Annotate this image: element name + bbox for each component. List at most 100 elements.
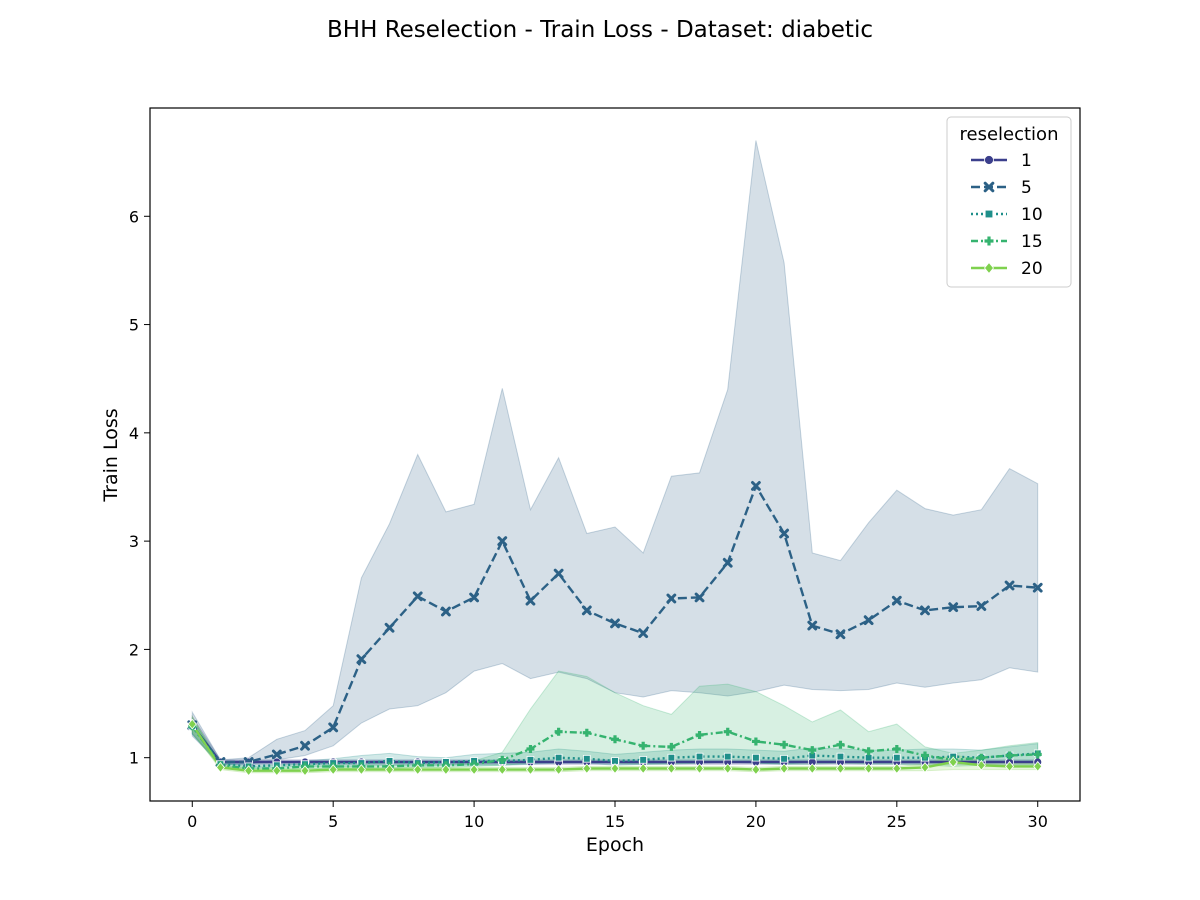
point-series-20	[582, 763, 592, 774]
y-tick-label: 5	[129, 316, 139, 335]
point-series-15	[808, 746, 817, 755]
point-series-10	[864, 753, 873, 762]
legend-label-20: 20	[1021, 259, 1043, 279]
point-series-5	[525, 595, 536, 606]
point-series-5	[807, 620, 818, 631]
y-tick-label: 6	[129, 207, 139, 226]
point-series-15	[667, 742, 676, 751]
y-tick-label: 4	[129, 424, 139, 443]
point-series-10	[780, 754, 788, 763]
point-series-15	[611, 735, 619, 744]
point-series-20	[300, 765, 310, 777]
point-series-10	[639, 756, 647, 764]
point-series-5	[666, 593, 677, 604]
legend-label-1: 1	[1021, 151, 1032, 171]
point-series-15	[921, 751, 929, 760]
x-tick-label: 5	[328, 812, 338, 831]
point-series-10	[752, 753, 760, 762]
point-series-20	[328, 764, 338, 776]
point-series-20	[666, 763, 676, 774]
point-series-20	[751, 764, 761, 776]
y-axis-label: Train Loss	[100, 408, 122, 502]
point-series-20	[497, 764, 507, 776]
point-series-5	[497, 536, 508, 547]
point-series-20	[779, 763, 789, 774]
point-series-20	[469, 764, 479, 776]
point-series-10	[583, 754, 591, 763]
point-series-20	[892, 763, 902, 774]
point-series-10	[836, 752, 845, 761]
point-series-15	[836, 740, 845, 749]
point-series-5	[384, 622, 395, 633]
point-series-5	[863, 615, 874, 626]
y-tick-label: 3	[129, 532, 139, 551]
y-axis: 1 2 3 4 5 6	[129, 207, 150, 768]
point-series-15	[751, 737, 760, 746]
point-series-15	[639, 741, 648, 750]
x-tick-label: 20	[746, 812, 766, 831]
point-series-20	[723, 763, 733, 774]
point-series-5	[638, 628, 649, 639]
point-series-20	[356, 764, 366, 776]
point-series-20	[807, 763, 817, 774]
point-series-20	[695, 763, 705, 774]
point-series-5	[779, 528, 789, 539]
point-series-5	[694, 592, 705, 603]
point-series-5	[581, 605, 592, 616]
point-series-5	[300, 740, 310, 751]
point-series-20	[187, 718, 197, 730]
x-tick-label: 30	[1028, 812, 1048, 831]
point-series-15	[723, 727, 732, 736]
point-series-20	[976, 759, 986, 771]
point-series-20	[835, 763, 845, 774]
legend-marker-1	[984, 155, 994, 165]
legend-title: reselection	[960, 124, 1059, 145]
legend-label-10: 10	[1021, 205, 1043, 225]
point-series-5	[553, 568, 564, 579]
point-series-15	[864, 747, 873, 756]
point-series-20	[272, 765, 282, 777]
point-series-5	[469, 592, 479, 603]
band-series-5	[191, 140, 1039, 765]
point-series-15	[1005, 751, 1014, 760]
point-series-5	[722, 557, 733, 568]
point-series-15	[780, 740, 789, 749]
point-series-5	[891, 595, 902, 606]
x-tick-label: 0	[187, 812, 197, 831]
point-series-10	[723, 752, 732, 761]
x-axis-label: Epoch	[586, 834, 644, 856]
point-series-5	[976, 601, 987, 611]
point-series-5	[412, 591, 423, 602]
legend-marker-15	[984, 236, 994, 246]
point-series-5	[835, 629, 846, 640]
point-series-20	[920, 762, 930, 773]
confidence-bands	[191, 140, 1039, 774]
point-series-5	[920, 605, 930, 616]
point-series-20	[413, 764, 423, 776]
point-series-20	[244, 765, 254, 777]
point-series-5	[328, 722, 339, 733]
point-series-5	[356, 654, 367, 665]
point-series-20	[948, 756, 958, 768]
legend-marker-5	[983, 181, 995, 193]
point-series-20	[864, 763, 874, 774]
series-markers	[187, 481, 1043, 777]
point-series-5	[1032, 582, 1043, 593]
point-series-5	[751, 481, 761, 491]
point-series-10	[667, 753, 676, 762]
point-series-20	[1033, 760, 1043, 772]
y-tick-label: 2	[129, 640, 139, 659]
x-tick-label: 10	[464, 812, 484, 831]
point-series-20	[385, 764, 395, 776]
point-series-20	[554, 764, 564, 776]
x-axis: 0 5 10 15 20 25 30	[187, 801, 1048, 831]
point-series-20	[610, 763, 620, 774]
point-series-5	[441, 606, 451, 617]
x-tick-label: 15	[605, 812, 625, 831]
legend-label-5: 5	[1021, 178, 1032, 198]
point-series-15	[1033, 750, 1042, 759]
point-series-10	[554, 753, 563, 762]
point-series-15	[554, 727, 563, 736]
